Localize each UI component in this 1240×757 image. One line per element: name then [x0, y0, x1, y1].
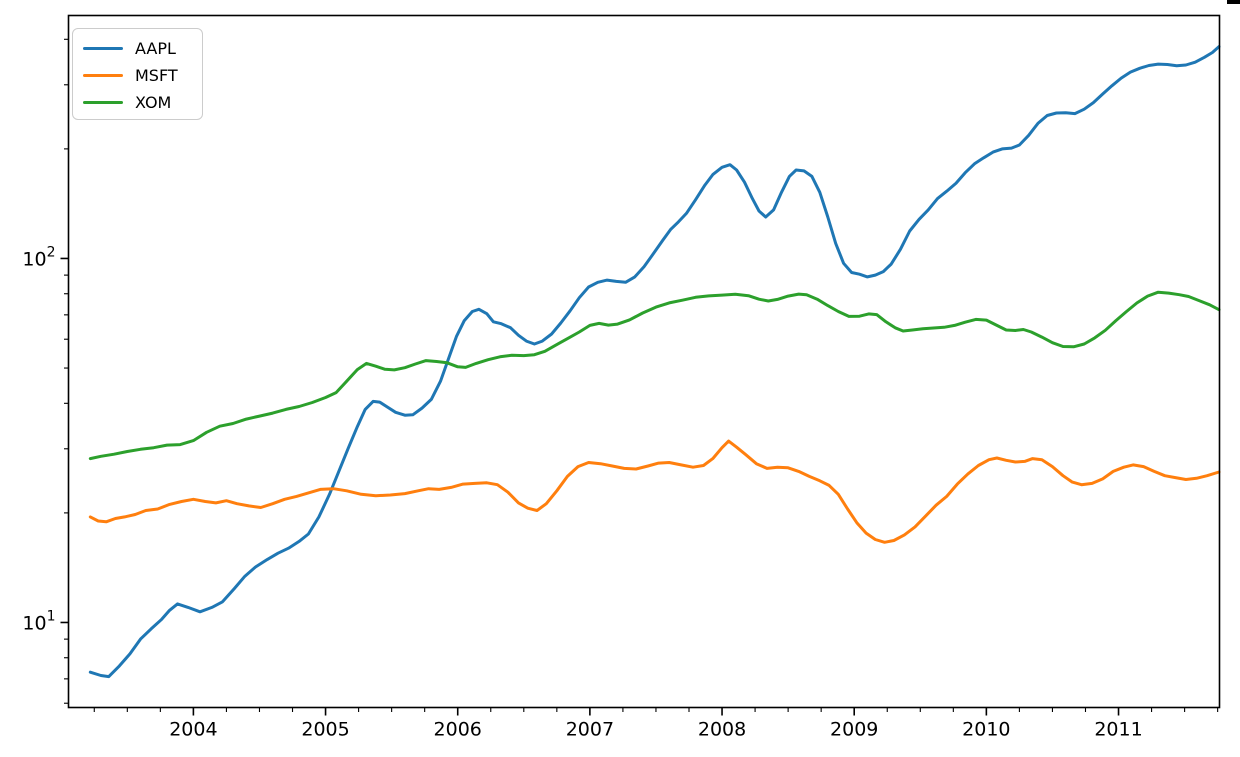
x-tick-label: 2004 — [169, 719, 217, 741]
legend-label: XOM — [135, 92, 172, 112]
legend-label: AAPL — [135, 38, 176, 58]
series-line-XOM — [88, 290, 1221, 461]
legend-line-sample-MSFT — [83, 73, 123, 78]
y-tick-label: 101 — [22, 608, 55, 634]
legend-line-sample-XOM — [83, 100, 123, 105]
legend-entry-MSFT: MSFT — [83, 62, 202, 89]
y-tick-label: 102 — [22, 244, 55, 270]
x-tick-label: 2005 — [301, 719, 349, 741]
x-tick-label: 2011 — [1094, 719, 1142, 741]
x-tick-label: 2010 — [962, 719, 1010, 741]
series-line-AAPL — [88, 45, 1221, 679]
legend: AAPL MSFT XOM — [72, 28, 203, 120]
legend-line-sample-AAPL — [83, 46, 123, 51]
legend-entry-XOM: XOM — [83, 89, 202, 116]
x-tick-label: 2009 — [830, 719, 878, 741]
plot-frame — [67, 14, 1221, 709]
x-tick-label: 2006 — [434, 719, 482, 741]
x-tick-label: 2008 — [698, 719, 746, 741]
screen-artifact — [1227, 0, 1240, 4]
series-line-MSFT — [88, 439, 1221, 544]
x-tick-label: 2007 — [566, 719, 614, 741]
legend-label: MSFT — [135, 65, 178, 85]
legend-entry-AAPL: AAPL — [83, 35, 202, 62]
